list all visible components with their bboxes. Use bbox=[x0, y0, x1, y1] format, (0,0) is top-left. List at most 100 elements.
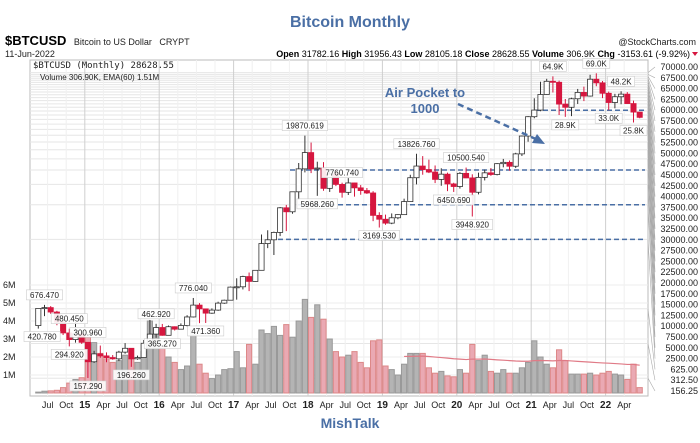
x-tick-label: Apr bbox=[96, 400, 110, 410]
point-label-box bbox=[296, 198, 338, 210]
candle-body bbox=[487, 172, 494, 175]
price-tick-leader bbox=[647, 94, 656, 176]
price-tick-label: 30000.00 bbox=[660, 235, 698, 245]
point-label-box bbox=[321, 167, 363, 178]
point-label-box bbox=[358, 230, 400, 241]
point-label: 25.8K bbox=[623, 127, 645, 136]
candle-body bbox=[630, 103, 637, 113]
volume-bar bbox=[587, 372, 594, 394]
volume-bar bbox=[357, 361, 364, 394]
volume-bar bbox=[345, 354, 352, 394]
candle-body bbox=[165, 326, 172, 336]
point-label: 33.0K bbox=[598, 114, 620, 123]
candle-body bbox=[277, 207, 284, 233]
point-label-box bbox=[443, 152, 490, 163]
price-tick-label: 20000.00 bbox=[660, 278, 698, 288]
plot-frame bbox=[29, 59, 649, 397]
price-tick-leader bbox=[647, 169, 656, 327]
candle-body bbox=[382, 218, 389, 224]
open-value: 31782.16 bbox=[302, 49, 340, 59]
volume-bar bbox=[153, 327, 160, 394]
candle-body bbox=[419, 165, 426, 171]
volume-bar bbox=[190, 329, 197, 394]
volume-bar bbox=[506, 372, 513, 394]
point-label: 6450.690 bbox=[437, 196, 471, 205]
point-label-box bbox=[432, 194, 475, 206]
volume-tick-label: 5M bbox=[3, 298, 16, 308]
candle-body bbox=[190, 304, 197, 318]
price-tick-leader bbox=[647, 80, 656, 111]
volume-bar bbox=[47, 390, 54, 394]
x-tick-label: Jul bbox=[116, 400, 128, 410]
point-label: 420.780 bbox=[28, 333, 57, 342]
volume-bar bbox=[177, 369, 185, 394]
high-value: 31956.43 bbox=[364, 49, 402, 59]
x-tick-label: Oct bbox=[208, 400, 223, 410]
x-tick-label: Apr bbox=[617, 400, 631, 410]
candle-body bbox=[363, 190, 370, 194]
price-tick-label: 312.50 bbox=[670, 375, 698, 385]
candle-body bbox=[91, 353, 98, 363]
candle-body bbox=[636, 111, 643, 118]
volume-bar bbox=[202, 372, 209, 394]
volume-bars bbox=[35, 298, 643, 394]
candle-body bbox=[568, 98, 575, 108]
x-tick-label: Apr bbox=[320, 400, 334, 410]
candle-body bbox=[301, 152, 308, 170]
candle-body bbox=[177, 325, 184, 330]
price-tick-leader bbox=[647, 103, 656, 208]
candle-body bbox=[283, 207, 290, 213]
candle-body bbox=[270, 232, 277, 241]
price-tick-label: 22500.00 bbox=[660, 267, 698, 277]
price-tick-label: 67500.00 bbox=[660, 73, 698, 83]
volume-bar bbox=[599, 372, 606, 394]
x-tick-label: Oct bbox=[580, 400, 595, 410]
price-tick-label: 17500.00 bbox=[660, 289, 698, 299]
volume-bar bbox=[388, 369, 395, 394]
candle-body bbox=[587, 78, 594, 97]
low-value: 28105.18 bbox=[425, 49, 463, 59]
legend-price: $BTCUSD (Monthly) 28628.55 bbox=[33, 61, 174, 71]
annotation-arrow bbox=[457, 102, 539, 142]
x-tick-label: Apr bbox=[171, 400, 185, 410]
candle-body bbox=[208, 309, 215, 314]
candle-body bbox=[171, 326, 178, 330]
x-tick-label: 16 bbox=[154, 400, 166, 411]
price-tick-label: 35000.00 bbox=[660, 213, 698, 223]
point-label-box bbox=[137, 308, 175, 320]
price-tick-label: 52500.00 bbox=[660, 138, 698, 148]
candle-body bbox=[599, 82, 606, 94]
volume-value: 306.9K bbox=[566, 49, 595, 59]
point-label-box bbox=[50, 349, 88, 360]
volume-bar bbox=[308, 316, 315, 394]
volume-tick-label: 3M bbox=[3, 334, 16, 344]
point-label-box bbox=[50, 313, 88, 324]
volume-bar bbox=[215, 374, 222, 394]
open-label: Open bbox=[276, 49, 299, 59]
volume-label: Volume bbox=[532, 49, 564, 59]
candle-body bbox=[388, 217, 395, 224]
price-tick-leader bbox=[647, 97, 656, 186]
price-tick-label: 7500.00 bbox=[665, 332, 698, 342]
price-tick-label: 42500.00 bbox=[660, 181, 698, 191]
x-tick-label: Jul bbox=[339, 400, 351, 410]
annotation-line-2: 1000 bbox=[411, 101, 440, 116]
volume-bar bbox=[549, 367, 556, 394]
candle-body bbox=[444, 173, 451, 185]
ohlc-summary: Open 31782.16 High 31956.43 Low 28105.18… bbox=[276, 49, 690, 59]
candle-body bbox=[593, 78, 600, 84]
price-tick-label: 57500.00 bbox=[660, 116, 698, 126]
candle-body bbox=[35, 308, 42, 326]
x-tick-label: 22 bbox=[600, 400, 612, 411]
volume-bar bbox=[463, 372, 470, 394]
x-tick-label: Oct bbox=[506, 400, 521, 410]
price-tick-label: 15000.00 bbox=[660, 300, 698, 310]
price-tick-label: 32500.00 bbox=[660, 224, 698, 234]
point-label-box bbox=[174, 282, 212, 294]
volume-bar bbox=[419, 352, 426, 394]
volume-bar bbox=[636, 387, 643, 394]
candle-body bbox=[221, 299, 228, 304]
volume-tick-label: 4M bbox=[3, 316, 16, 326]
